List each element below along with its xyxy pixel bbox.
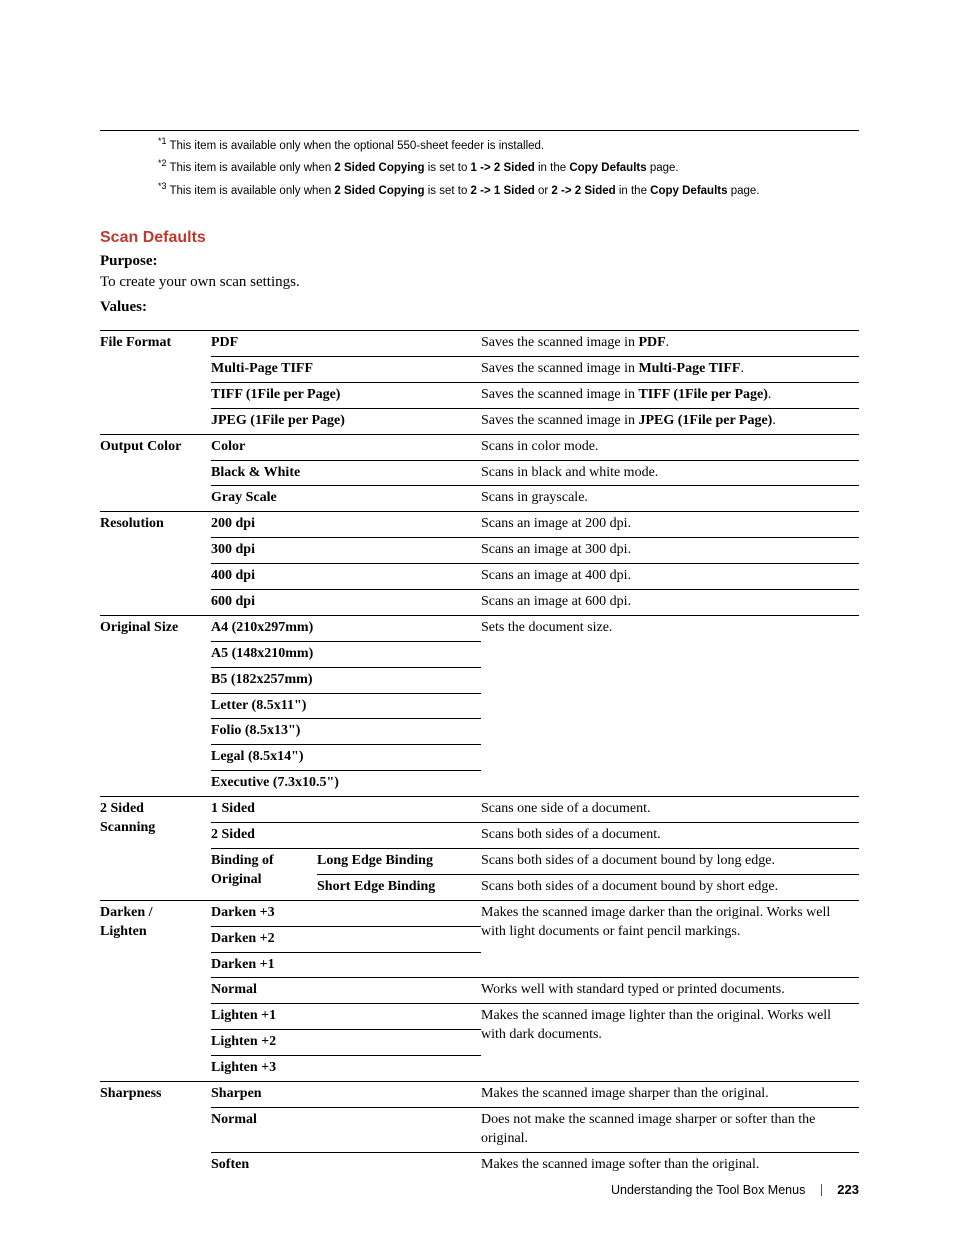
opt-sharpen-desc: Makes the scanned image sharper than the… xyxy=(481,1081,859,1107)
opt-soften: Soften xyxy=(211,1152,481,1177)
opt-a4: A4 (210x297mm) xyxy=(211,615,481,641)
opt-a5: A5 (148x210mm) xyxy=(211,641,481,667)
opt-600dpi: 600 dpi xyxy=(211,590,481,616)
opt-tiff1: TIFF (1File per Page) xyxy=(211,382,481,408)
resolution-label: Resolution xyxy=(100,512,211,616)
footer-chapter: Understanding the Tool Box Menus xyxy=(611,1183,805,1197)
opt-s-normal: Normal xyxy=(211,1107,481,1152)
opt-letter: Letter (8.5x11") xyxy=(211,693,481,719)
values-label: Values: xyxy=(100,299,859,316)
opt-shortedge-desc: Scans both sides of a document bound by … xyxy=(481,874,859,900)
sharpness-label: Sharpness xyxy=(100,1081,211,1177)
opt-darken3: Darken +3 xyxy=(211,900,481,926)
opt-darken-desc: Makes the scanned image darker than the … xyxy=(481,900,859,978)
file-format-label: File Format xyxy=(100,331,211,435)
opt-b5: B5 (182x257mm) xyxy=(211,667,481,693)
opt-tiff1-desc: Saves the scanned image in TIFF (1File p… xyxy=(481,382,859,408)
opt-gray-desc: Scans in grayscale. xyxy=(481,486,859,512)
opt-600dpi-desc: Scans an image at 600 dpi. xyxy=(481,590,859,616)
opt-mptiff: Multi-Page TIFF xyxy=(211,357,481,383)
opt-400dpi: 400 dpi xyxy=(211,564,481,590)
opt-200dpi-desc: Scans an image at 200 dpi. xyxy=(481,512,859,538)
opt-lighten1: Lighten +1 xyxy=(211,1004,481,1030)
opt-color-desc: Scans in color mode. xyxy=(481,434,859,460)
footer-separator xyxy=(821,1184,822,1196)
opt-lighten3: Lighten +3 xyxy=(211,1056,481,1082)
opt-jpeg1: JPEG (1File per Page) xyxy=(211,408,481,434)
footnote-1: *1 This item is available only when the … xyxy=(158,134,859,156)
footnote-3: *3 This item is available only when 2 Si… xyxy=(158,179,859,201)
opt-longedge: Long Edge Binding xyxy=(317,848,481,874)
opt-2sided: 2 Sided xyxy=(211,823,481,849)
opt-mptiff-desc: Saves the scanned image in Multi-Page TI… xyxy=(481,357,859,383)
opt-gray: Gray Scale xyxy=(211,486,481,512)
opt-jpeg1-desc: Saves the scanned image in JPEG (1File p… xyxy=(481,408,859,434)
opt-darken2: Darken +2 xyxy=(211,926,481,952)
purpose-label: Purpose: xyxy=(100,253,859,270)
opt-lighten2: Lighten +2 xyxy=(211,1030,481,1056)
opt-pdf: PDF xyxy=(211,331,481,357)
darken-lighten-label: Darken /Lighten xyxy=(100,900,211,1081)
opt-1sided-desc: Scans one side of a document. xyxy=(481,797,859,823)
opt-exec: Executive (7.3x10.5") xyxy=(211,771,481,797)
binding-label: Binding ofOriginal xyxy=(211,848,317,900)
original-size-label: Original Size xyxy=(100,615,211,796)
opt-color: Color xyxy=(211,434,481,460)
settings-table: File Format PDF Saves the scanned image … xyxy=(100,330,859,1177)
opt-sharpen: Sharpen xyxy=(211,1081,481,1107)
opt-400dpi-desc: Scans an image at 400 dpi. xyxy=(481,564,859,590)
opt-s-normal-desc: Does not make the scanned image sharper … xyxy=(481,1107,859,1152)
opt-folio: Folio (8.5x13") xyxy=(211,719,481,745)
section-heading: Scan Defaults xyxy=(100,229,859,247)
opt-longedge-desc: Scans both sides of a document bound by … xyxy=(481,848,859,874)
opt-lighten-desc: Makes the scanned image lighter than the… xyxy=(481,1004,859,1082)
opt-darken1: Darken +1 xyxy=(211,952,481,978)
opt-dl-normal-desc: Works well with standard typed or printe… xyxy=(481,978,859,1004)
opt-legal: Legal (8.5x14") xyxy=(211,745,481,771)
opt-a4-desc: Sets the document size. xyxy=(481,615,859,796)
opt-300dpi: 300 dpi xyxy=(211,538,481,564)
opt-bw-desc: Scans in black and white mode. xyxy=(481,460,859,486)
opt-pdf-desc: Saves the scanned image in PDF. xyxy=(481,331,859,357)
opt-dl-normal: Normal xyxy=(211,978,481,1004)
opt-bw: Black & White xyxy=(211,460,481,486)
footnote-2: *2 This item is available only when 2 Si… xyxy=(158,156,859,178)
opt-soften-desc: Makes the scanned image softer than the … xyxy=(481,1152,859,1177)
footnotes-block: *1 This item is available only when the … xyxy=(158,134,859,201)
opt-2sided-desc: Scans both sides of a document. xyxy=(481,823,859,849)
page-footer: Understanding the Tool Box Menus 223 xyxy=(611,1182,859,1197)
two-sided-label: 2 SidedScanning xyxy=(100,797,211,901)
footer-pagenum: 223 xyxy=(837,1182,859,1197)
output-color-label: Output Color xyxy=(100,434,211,512)
purpose-text: To create your own scan settings. xyxy=(100,274,859,291)
opt-300dpi-desc: Scans an image at 300 dpi. xyxy=(481,538,859,564)
opt-1sided: 1 Sided xyxy=(211,797,481,823)
opt-200dpi: 200 dpi xyxy=(211,512,481,538)
opt-shortedge: Short Edge Binding xyxy=(317,874,481,900)
